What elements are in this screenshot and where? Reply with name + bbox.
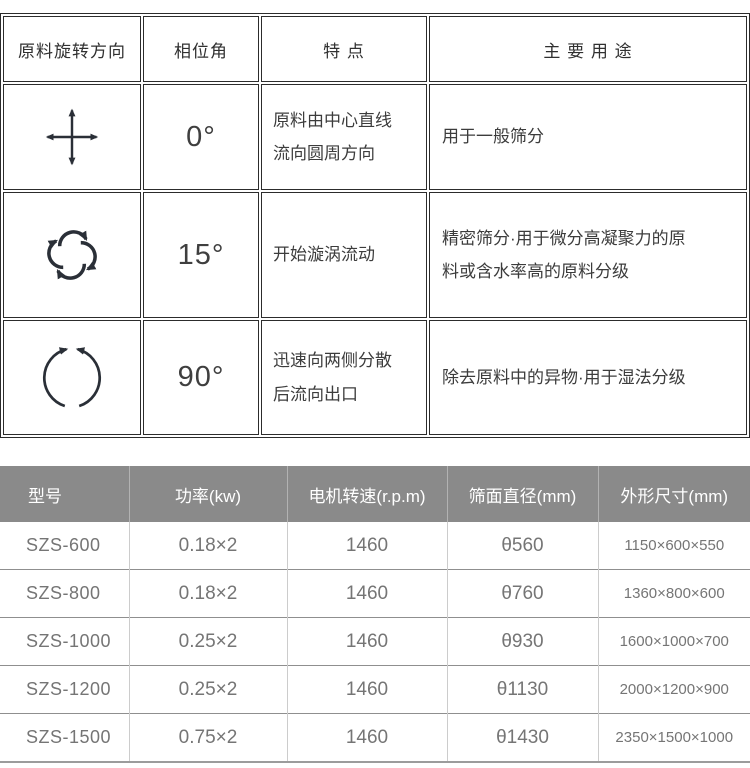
spec-row-szs-800: SZS-800 0.18×2 1460 θ760 1360×800×600: [0, 569, 750, 618]
model-value: SZS-600: [0, 522, 129, 570]
col-header-motor-speed: 电机转速(r.p.m): [286, 466, 447, 522]
table1-row-90deg: 90° 迅速向两侧分散后流向出口 除去原料中的异物·用于湿法分级: [3, 320, 747, 435]
spec-row-szs-600: SZS-600 0.18×2 1460 θ560 1150×600×550: [0, 522, 750, 570]
model-value: SZS-1200: [0, 665, 129, 714]
phase-angle-value: 0°: [143, 84, 259, 190]
dimensions-value: 1360×800×600: [597, 569, 750, 618]
model-value: SZS-1500: [0, 713, 129, 762]
motor-speed-value: 1460: [286, 569, 447, 618]
model-spec-table: 型号 功率(kw) 电机转速(r.p.m) 筛面直径(mm) 外形尺寸(mm) …: [0, 466, 750, 763]
col-header-model: 型号: [0, 466, 129, 522]
power-value: 0.18×2: [128, 522, 287, 570]
feature-text: 迅速向两侧分散后流向出口: [261, 320, 427, 435]
feature-text: 开始漩涡流动: [261, 192, 427, 318]
usage-text: 用于一般筛分: [429, 84, 747, 190]
motor-speed-value: 1460: [286, 522, 447, 570]
model-value: SZS-1000: [0, 617, 129, 666]
rotation-direction-table: 原料旋转方向 相位角 特 点 主 要 用 途 0° 原料由中心直线流: [0, 13, 750, 438]
col-header-power: 功率(kw): [128, 466, 287, 522]
table1-header-row: 原料旋转方向 相位角 特 点 主 要 用 途: [3, 16, 747, 82]
screen-diameter-value: θ1430: [446, 713, 598, 762]
col-header-phase-angle: 相位角: [143, 16, 259, 82]
power-value: 0.25×2: [128, 617, 287, 666]
phase-angle-value: 90°: [143, 320, 259, 435]
motor-speed-value: 1460: [286, 713, 447, 762]
usage-text: 精密筛分·用于微分高凝聚力的原料或含水率高的原料分级: [429, 192, 747, 318]
dimensions-value: 2000×1200×900: [597, 665, 750, 714]
circle-arrows-icon: [42, 346, 102, 407]
col-header-dimensions: 外形尺寸(mm): [597, 466, 750, 522]
motor-speed-value: 1460: [286, 665, 447, 714]
col-header-rotation-direction: 原料旋转方向: [3, 16, 141, 82]
feature-text: 原料由中心直线流向圆周方向: [261, 84, 427, 190]
table1-row-0deg: 0° 原料由中心直线流向圆周方向 用于一般筛分: [3, 84, 747, 190]
power-value: 0.18×2: [128, 569, 287, 618]
cross-arrows-icon: [45, 108, 99, 166]
power-value: 0.25×2: [128, 665, 287, 714]
rotation-icon-cell: [3, 192, 141, 318]
rotation-icon-cell: [3, 320, 141, 435]
col-header-feature: 特 点: [261, 16, 427, 82]
screen-diameter-value: θ560: [446, 522, 598, 570]
model-value: SZS-800: [0, 569, 129, 618]
phase-angle-value: 15°: [143, 192, 259, 318]
table1-row-15deg: 15° 开始漩涡流动 精密筛分·用于微分高凝聚力的原料或含水率高的原料分级: [3, 192, 747, 318]
screen-diameter-value: θ1130: [446, 665, 598, 714]
table2-header-row: 型号 功率(kw) 电机转速(r.p.m) 筛面直径(mm) 外形尺寸(mm): [0, 466, 750, 522]
power-value: 0.75×2: [128, 713, 287, 762]
screen-diameter-value: θ760: [446, 569, 598, 618]
swirl-arrows-icon: [47, 230, 97, 280]
dimensions-value: 1150×600×550: [597, 522, 750, 570]
usage-text: 除去原料中的异物·用于湿法分级: [429, 320, 747, 435]
rotation-icon-cell: [3, 84, 141, 190]
dimensions-value: 2350×1500×1000: [597, 713, 750, 762]
col-header-main-use: 主 要 用 途: [429, 16, 747, 82]
col-header-screen-diameter: 筛面直径(mm): [446, 466, 598, 522]
spec-row-szs-1000: SZS-1000 0.25×2 1460 θ930 1600×1000×700: [0, 617, 750, 666]
motor-speed-value: 1460: [286, 617, 447, 666]
screen-diameter-value: θ930: [446, 617, 598, 666]
dimensions-value: 1600×1000×700: [597, 617, 750, 666]
spec-row-szs-1200: SZS-1200 0.25×2 1460 θ1130 2000×1200×900: [0, 665, 750, 714]
spec-row-szs-1500: SZS-1500 0.75×2 1460 θ1430 2350×1500×100…: [0, 713, 750, 762]
